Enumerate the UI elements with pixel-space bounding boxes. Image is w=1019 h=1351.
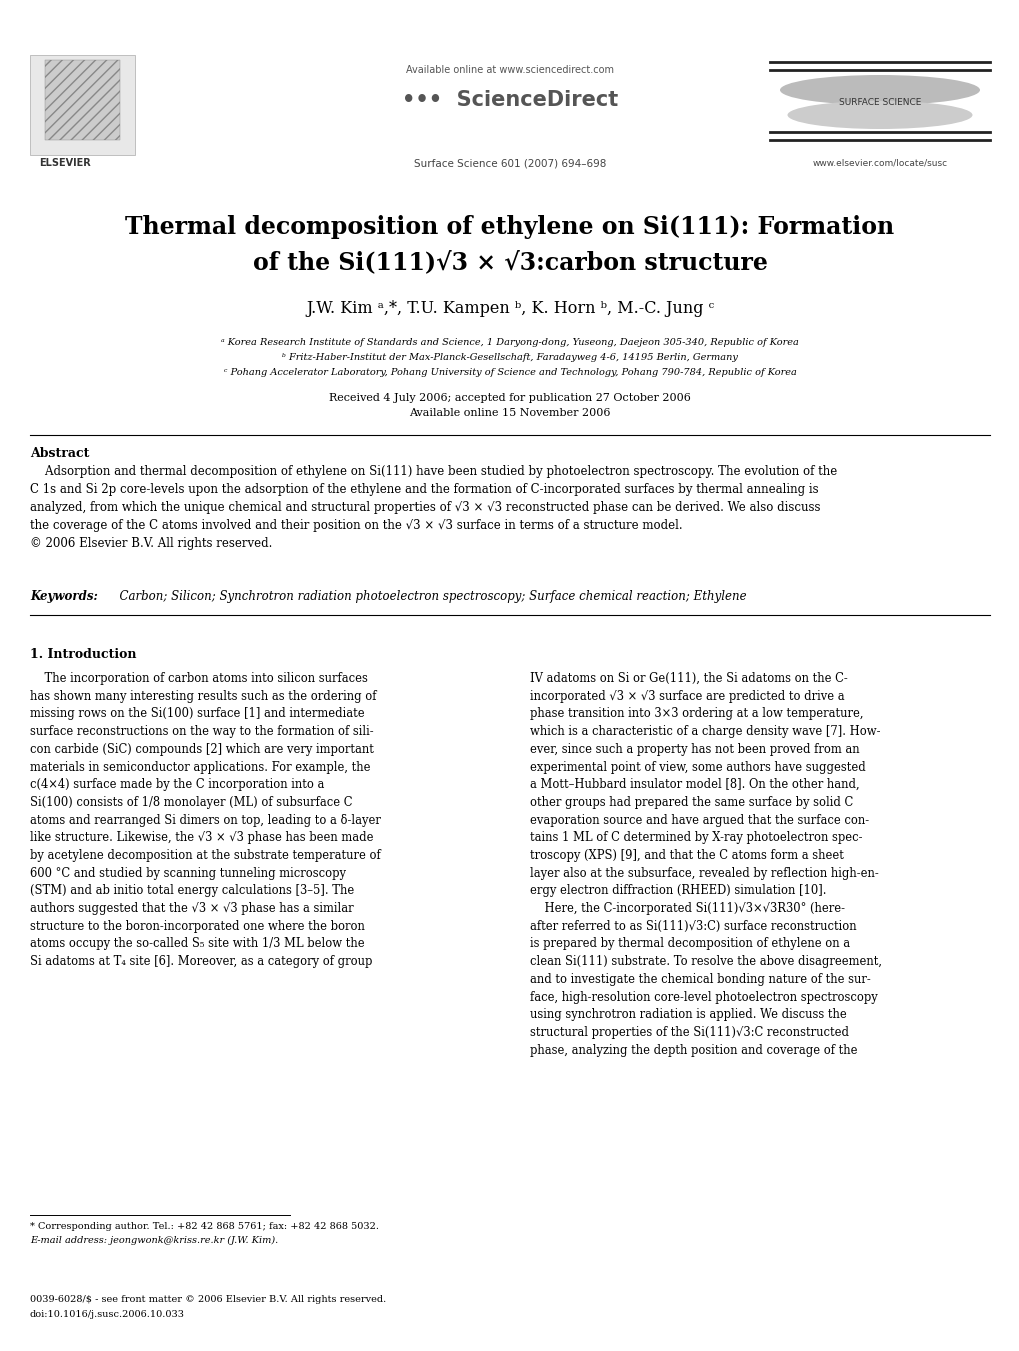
- Text: Carbon; Silicon; Synchrotron radiation photoelectron spectroscopy; Surface chemi: Carbon; Silicon; Synchrotron radiation p…: [112, 590, 746, 603]
- Bar: [30, 55, 135, 155]
- Text: Received 4 July 2006; accepted for publication 27 October 2006: Received 4 July 2006; accepted for publi…: [329, 393, 690, 403]
- Text: J.W. Kim ᵃ,*, T.U. Kampen ᵇ, K. Horn ᵇ, M.-C. Jung ᶜ: J.W. Kim ᵃ,*, T.U. Kampen ᵇ, K. Horn ᵇ, …: [306, 300, 713, 317]
- Text: ᵇ Fritz-Haber-Institut der Max-Planck-Gesellschaft, Faradayweg 4-6, 14195 Berlin: ᵇ Fritz-Haber-Institut der Max-Planck-Ge…: [282, 353, 737, 362]
- Text: 1. Introduction: 1. Introduction: [30, 648, 137, 661]
- Text: Available online at www.sciencedirect.com: Available online at www.sciencedirect.co…: [406, 65, 613, 76]
- Text: IV adatoms on Si or Ge(111), the Si adatoms on the C-
incorporated √3 × √3 surfa: IV adatoms on Si or Ge(111), the Si adat…: [530, 671, 881, 1056]
- Text: 0039-6028/$ - see front matter © 2006 Elsevier B.V. All rights reserved.: 0039-6028/$ - see front matter © 2006 El…: [30, 1296, 386, 1304]
- Bar: [45, 59, 120, 141]
- Text: Adsorption and thermal decomposition of ethylene on Si(111) have been studied by: Adsorption and thermal decomposition of …: [30, 465, 837, 550]
- Text: Available online 15 November 2006: Available online 15 November 2006: [409, 408, 610, 417]
- Text: doi:10.1016/j.susc.2006.10.033: doi:10.1016/j.susc.2006.10.033: [30, 1310, 184, 1319]
- Text: •••  ScienceDirect: ••• ScienceDirect: [401, 91, 618, 109]
- Text: Surface Science 601 (2007) 694–698: Surface Science 601 (2007) 694–698: [414, 158, 605, 168]
- Text: The incorporation of carbon atoms into silicon surfaces
has shown many interesti: The incorporation of carbon atoms into s…: [30, 671, 380, 969]
- Bar: [45, 59, 120, 141]
- Text: Thermal decomposition of ethylene on Si(111): Formation: Thermal decomposition of ethylene on Si(…: [125, 215, 894, 239]
- Text: E-mail address: jeongwonk@kriss.re.kr (J.W. Kim).: E-mail address: jeongwonk@kriss.re.kr (J…: [30, 1236, 278, 1246]
- Ellipse shape: [780, 76, 979, 105]
- Text: SURFACE SCIENCE: SURFACE SCIENCE: [838, 99, 920, 107]
- Text: Abstract: Abstract: [30, 447, 90, 459]
- Text: of the Si(111)√3 × √3:carbon structure: of the Si(111)√3 × √3:carbon structure: [253, 250, 766, 274]
- Text: ELSEVIER: ELSEVIER: [39, 158, 91, 168]
- Text: * Corresponding author. Tel.: +82 42 868 5761; fax: +82 42 868 5032.: * Corresponding author. Tel.: +82 42 868…: [30, 1223, 379, 1231]
- Text: ᵃ Korea Research Institute of Standards and Science, 1 Daryong-dong, Yuseong, Da: ᵃ Korea Research Institute of Standards …: [221, 338, 798, 347]
- Text: ᶜ Pohang Accelerator Laboratory, Pohang University of Science and Technology, Po: ᶜ Pohang Accelerator Laboratory, Pohang …: [223, 367, 796, 377]
- Text: www.elsevier.com/locate/susc: www.elsevier.com/locate/susc: [812, 158, 947, 168]
- Text: Keywords:: Keywords:: [30, 590, 98, 603]
- Ellipse shape: [787, 101, 971, 128]
